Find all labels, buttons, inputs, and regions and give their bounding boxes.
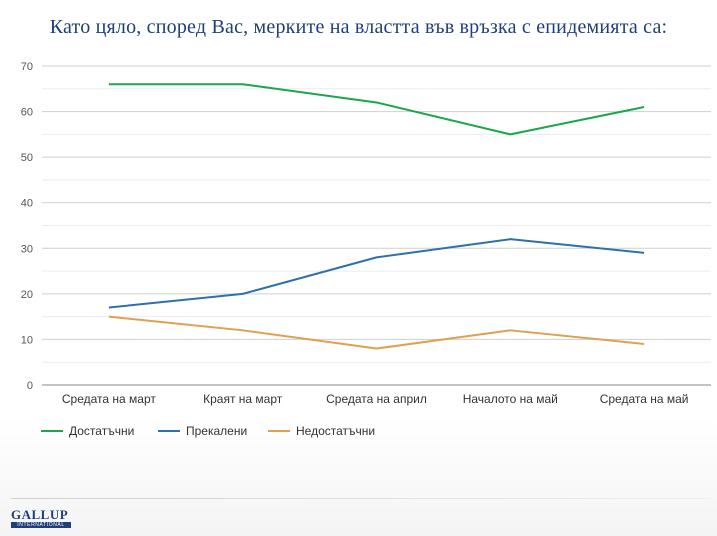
series-line — [108, 315, 645, 350]
y-tick-label: 60 — [21, 107, 33, 119]
footer-divider — [11, 498, 711, 499]
gridlines — [42, 65, 711, 386]
x-tick-label: Средата на март — [62, 392, 157, 406]
x-tick-label: Средата на май — [600, 392, 689, 406]
y-tick-label: 50 — [21, 152, 33, 164]
legend: Достатъчни Прекалени Недостатъчни — [41, 424, 375, 438]
y-tick-label: 30 — [21, 243, 33, 255]
x-tick-label: Началото на май — [463, 392, 558, 406]
y-tick-label: 40 — [21, 198, 33, 210]
legend-label: Недостатъчни — [296, 424, 375, 438]
x-tick-label: Средата на април — [326, 392, 427, 406]
y-tick-label: 20 — [21, 289, 33, 301]
chart-title: Като цяло, според Вас, мерките на властт… — [49, 16, 668, 38]
y-axis-ticks: 0 10 20 30 40 50 60 70 — [21, 61, 33, 392]
y-tick-label: 10 — [21, 334, 33, 346]
y-tick-label: 0 — [27, 380, 33, 392]
series-lines — [108, 83, 645, 350]
series-line — [108, 83, 645, 136]
gallup-logo: GALLUP INTERNATIONAL — [11, 508, 71, 528]
y-tick-label: 70 — [21, 61, 33, 73]
series-line — [108, 238, 645, 309]
x-axis-ticks: Средата на март Краят на март Средата на а… — [62, 392, 689, 406]
x-tick-label: Краят на март — [203, 392, 283, 406]
legend-label: Достатъчни — [69, 424, 134, 438]
legend-label: Прекалени — [186, 424, 247, 438]
